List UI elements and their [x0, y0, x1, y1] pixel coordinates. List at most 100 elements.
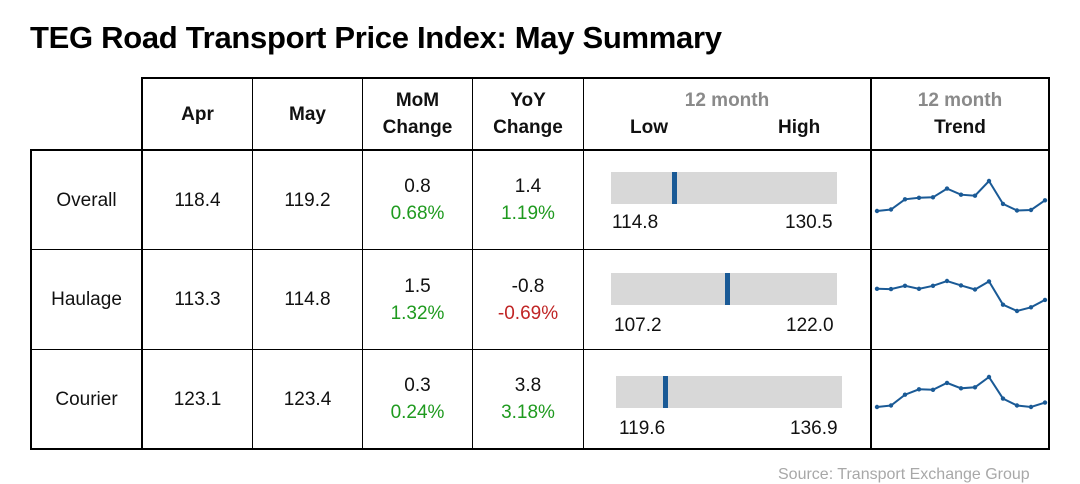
header-may-label: May — [289, 103, 326, 125]
range-low-overall: 114.8 — [612, 212, 659, 233]
header-trend-bottom: Trend — [934, 117, 986, 138]
sparkline-overall — [874, 178, 1048, 214]
header-range-low: Low — [630, 117, 668, 138]
grid-line-left — [30, 149, 32, 450]
sparkline-point — [972, 287, 978, 292]
cell-overall-apr: 118.4 — [143, 151, 252, 249]
sparkline-point — [986, 279, 992, 284]
sparkline-point — [1000, 201, 1006, 207]
grid-line-col5 — [583, 77, 584, 450]
grid-line-right — [1048, 77, 1050, 450]
source-note: Source: Transport Exchange Group — [778, 466, 1030, 483]
row-label: Courier — [55, 388, 118, 410]
sparkline-courier — [874, 374, 1048, 410]
range-marker-haulage — [725, 273, 730, 305]
sparkline-point — [888, 403, 894, 408]
cell-haulage-apr: 113.3 — [143, 250, 252, 349]
sparkline-point — [1000, 302, 1006, 307]
sparkline-point — [1028, 404, 1034, 410]
header-12-month-trend: 12 month Trend — [872, 79, 1048, 149]
range-bar-haulage — [611, 273, 837, 305]
cell-overall-mom: 0.8 0.68% — [363, 151, 472, 249]
value-apr: 113.3 — [174, 289, 221, 310]
range-low-haulage: 107.2 — [614, 315, 662, 336]
sparkline-point — [986, 374, 992, 380]
value-yoy-pct: 1.19% — [501, 203, 555, 224]
sparkline-point — [1028, 305, 1034, 310]
header-mom-change: MoM Change — [363, 79, 472, 149]
sparkline-point — [944, 186, 950, 191]
value-yoy: -0.8 — [511, 275, 545, 297]
range-bar-courier — [616, 376, 842, 408]
grid-line-row1-bottom — [30, 249, 1050, 250]
grid-line-top — [141, 77, 1050, 79]
grid-line-col4 — [472, 77, 473, 450]
value-mom: 0.8 — [404, 176, 431, 197]
sparkline-point — [874, 208, 880, 214]
value-may: 123.4 — [283, 388, 332, 410]
sparkline-point — [972, 193, 978, 198]
sparkline-point — [944, 278, 950, 284]
value-yoy: 1.4 — [514, 176, 542, 197]
header-range-low-high: Low High — [584, 114, 870, 141]
row-label-haulage: Haulage — [32, 250, 141, 349]
sparkline-point — [930, 387, 936, 392]
page-title: TEG Road Transport Price Index: May Summ… — [30, 20, 722, 55]
value-mom: 0.3 — [404, 375, 431, 396]
row-label-courier: Courier — [32, 350, 141, 448]
header-range-top: 12 month — [684, 90, 770, 111]
value-apr: 118.4 — [174, 189, 221, 211]
value-mom-pct: 1.32% — [390, 302, 445, 324]
header-trend-top: 12 month — [917, 90, 1003, 111]
sparkline-line — [876, 375, 1046, 409]
sparkline-point — [1042, 400, 1048, 405]
sparkline-point — [930, 195, 936, 200]
header-mom-line2: Change — [382, 117, 453, 138]
sparkline-point — [1028, 207, 1034, 213]
cell-courier-mom: 0.3 0.24% — [363, 350, 472, 448]
cell-courier-yoy: 3.8 3.18% — [473, 350, 583, 448]
cell-haulage-yoy: -0.8 -0.69% — [473, 250, 583, 349]
sparkline-point — [874, 404, 880, 410]
sparkline-point — [1000, 396, 1006, 401]
row-label: Haulage — [51, 289, 122, 310]
cell-courier-may: 123.4 — [253, 350, 362, 448]
value-may: 114.8 — [284, 289, 331, 310]
header-yoy-line2: Change — [493, 117, 563, 138]
sparkline-point — [1042, 198, 1048, 203]
sparkline-point — [1014, 308, 1020, 314]
grid-line-col3 — [362, 77, 363, 450]
range-high-courier: 136.9 — [790, 418, 838, 439]
cell-haulage-mom: 1.5 1.32% — [363, 250, 472, 349]
value-mom-pct: 0.24% — [390, 402, 445, 423]
header-may: May — [253, 79, 362, 149]
sparkline-point — [958, 283, 964, 288]
header-mom-line1: MoM — [395, 90, 440, 111]
grid-line-header-bottom — [30, 149, 1050, 151]
value-mom-pct: 0.68% — [390, 203, 445, 224]
cell-haulage-may: 114.8 — [253, 250, 362, 349]
range-bar-overall — [611, 172, 837, 204]
grid-line-col1 — [141, 77, 143, 450]
sparkline-point — [958, 386, 964, 391]
sparkline-point — [972, 385, 978, 390]
cell-courier-apr: 123.1 — [143, 350, 252, 448]
row-label-overall: Overall — [32, 151, 141, 249]
sparkline-point — [1014, 208, 1020, 213]
sparkline-point — [916, 195, 922, 200]
header-yoy-line1: YoY — [510, 90, 546, 111]
value-yoy: 3.8 — [514, 375, 542, 396]
sparkline-point — [874, 286, 880, 291]
sparkline-point — [888, 207, 894, 212]
sparkline-point — [1042, 297, 1048, 303]
sparkline-point — [902, 392, 908, 397]
cell-overall-yoy: 1.4 1.19% — [473, 151, 583, 249]
sparkline-point — [902, 283, 908, 288]
header-apr-label: Apr — [181, 103, 214, 125]
sparkline-point — [958, 192, 964, 197]
cell-overall-may: 119.2 — [253, 151, 362, 249]
row-label: Overall — [56, 189, 117, 211]
sparkline-point — [1014, 403, 1020, 408]
sparkline-point — [902, 197, 908, 202]
